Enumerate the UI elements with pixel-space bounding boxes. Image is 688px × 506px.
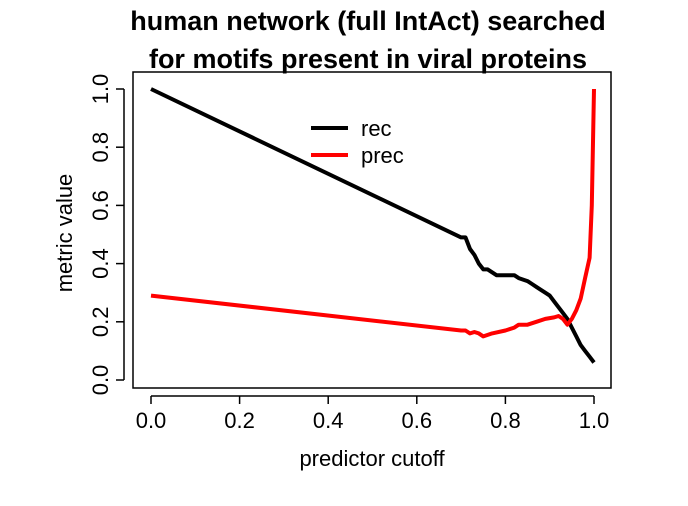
y-tick-label: 0.4 xyxy=(88,248,113,279)
x-axis: 0.0 0.2 0.4 0.6 0.8 1.0 xyxy=(136,395,610,433)
plot-frame xyxy=(132,71,612,389)
x-tick-label: 0.0 xyxy=(136,408,167,433)
x-tick-label: 1.0 xyxy=(579,408,610,433)
y-tick-label: 1.0 xyxy=(88,74,113,105)
y-axis-title: metric value xyxy=(52,174,77,293)
y-tick-label: 0.8 xyxy=(88,132,113,163)
legend-label-rec: rec xyxy=(361,116,392,141)
x-tick-label: 0.4 xyxy=(313,408,344,433)
x-axis-title: predictor cutoff xyxy=(299,446,445,471)
legend-label-prec: prec xyxy=(361,143,404,168)
y-axis: 0.0 0.2 0.4 0.6 0.8 1.0 xyxy=(88,74,125,396)
chart-title-line-1: human network (full IntAct) searched xyxy=(130,6,606,36)
chart-title-line-2: for motifs present in viral proteins xyxy=(149,44,587,74)
y-tick-label: 0.2 xyxy=(88,307,113,338)
y-tick-label: 0.6 xyxy=(88,190,113,221)
series-line-rec xyxy=(150,87,596,364)
series-line-prec xyxy=(150,88,596,339)
x-tick-label: 0.2 xyxy=(224,408,255,433)
y-tick-label: 0.0 xyxy=(88,365,113,396)
series-layer xyxy=(150,87,596,364)
x-tick-label: 0.8 xyxy=(490,408,521,433)
x-tick-label: 0.6 xyxy=(402,408,433,433)
